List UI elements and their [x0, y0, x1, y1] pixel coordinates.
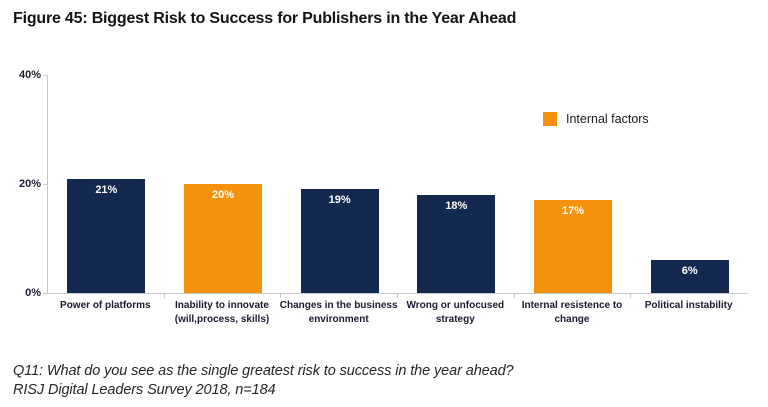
- y-axis-tick-label: 40%: [18, 69, 41, 81]
- y-axis-tick-mark: [43, 293, 47, 294]
- bar-3: 19%: [300, 189, 379, 293]
- x-axis-category-label: Internal resistence to change: [521, 300, 623, 325]
- x-axis-tick-mark: [163, 294, 165, 298]
- x-axis-tick-mark: [513, 294, 515, 298]
- bar-6: 6%: [650, 260, 729, 293]
- y-axis-tick-mark: [43, 75, 47, 76]
- footnote: Q11: What do you see as the single great…: [13, 362, 514, 400]
- bar-value-label: 6%: [681, 265, 698, 278]
- x-axis-tick-mark: [397, 294, 398, 298]
- y-axis-tick-label: 0%: [25, 287, 41, 299]
- bar-1: 21%: [67, 178, 146, 293]
- bar-value-label: 20%: [211, 189, 235, 201]
- bar-value-label: 17%: [561, 205, 585, 218]
- x-axis-category-label: Power of platforms: [60, 300, 151, 311]
- x-axis-category-label: Political instability: [644, 300, 733, 311]
- bar-2: 20%: [184, 184, 262, 293]
- plot-area: 21% 20% 19% 18% 17% 6%: [47, 75, 748, 294]
- x-axis-category-label: Wrong or unfocused strategy: [406, 300, 505, 325]
- y-axis-tick-mark: [43, 184, 47, 185]
- x-axis-tick-mark: [630, 294, 632, 298]
- bar-value-label: 21%: [95, 183, 118, 196]
- legend-swatch-internal-factors: [543, 112, 557, 126]
- figure-title: Figure 45: Biggest Risk to Success for P…: [13, 10, 517, 27]
- x-axis-category-label: Changes in the business environment: [279, 300, 398, 325]
- footnote-source: RISJ Digital Leaders Survey 2018, n=184: [13, 382, 276, 398]
- bar-value-label: 18%: [445, 199, 468, 212]
- x-axis-category-label: Inability to innovate (will,process, ski…: [174, 300, 270, 325]
- legend: Internal factors: [543, 112, 649, 126]
- y-axis-tick-label: 20%: [18, 178, 41, 190]
- footnote-question: Q11: What do you see as the single great…: [13, 363, 514, 379]
- bar-value-label: 19%: [328, 194, 351, 207]
- legend-label: Internal factors: [566, 112, 649, 126]
- bar-5: 17%: [534, 200, 612, 293]
- bar-4: 18%: [417, 194, 496, 293]
- x-axis-tick-mark: [280, 294, 282, 298]
